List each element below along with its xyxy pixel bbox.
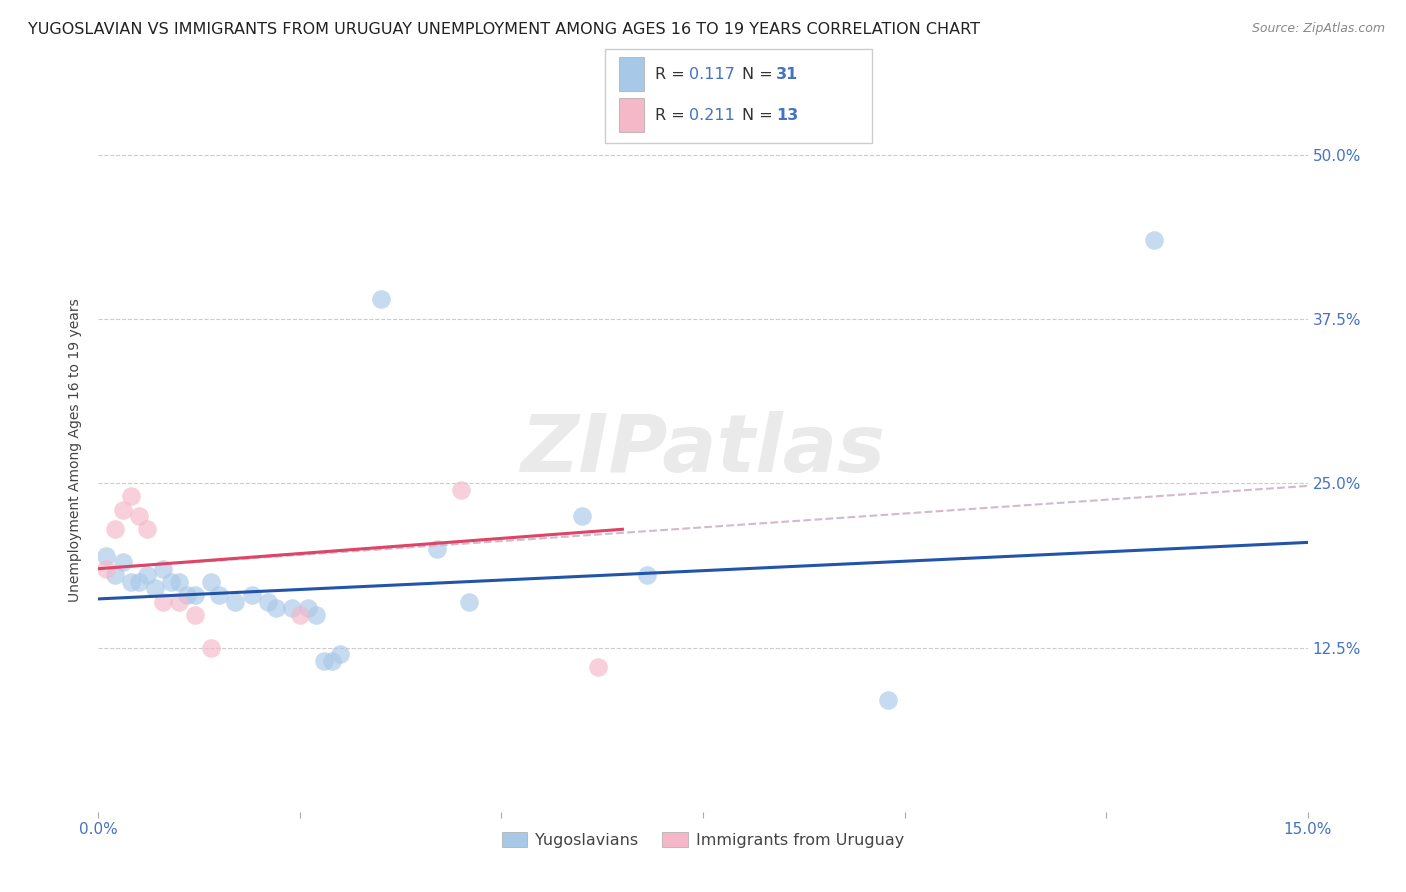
Point — [184, 588, 207, 602]
Point — [224, 594, 246, 608]
Point — [167, 574, 190, 589]
Point — [586, 660, 609, 674]
Point — [135, 568, 157, 582]
Point — [111, 555, 134, 569]
Point — [152, 594, 174, 608]
Point — [305, 607, 328, 622]
Point — [426, 541, 449, 556]
Point — [128, 574, 150, 589]
Point — [321, 654, 343, 668]
Point — [111, 502, 134, 516]
Point — [160, 574, 183, 589]
Point — [200, 574, 222, 589]
Point — [176, 588, 198, 602]
Text: R =: R = — [655, 67, 690, 81]
Point — [636, 568, 658, 582]
Point — [103, 568, 125, 582]
Text: R =: R = — [655, 108, 690, 122]
Text: 31: 31 — [776, 67, 799, 81]
Point — [167, 594, 190, 608]
Point — [143, 582, 166, 596]
Point — [256, 594, 278, 608]
Point — [135, 522, 157, 536]
Text: 0.211: 0.211 — [689, 108, 735, 122]
Text: 13: 13 — [776, 108, 799, 122]
Point — [96, 562, 118, 576]
Point — [314, 654, 336, 668]
Point — [152, 562, 174, 576]
Point — [96, 549, 118, 563]
Y-axis label: Unemployment Among Ages 16 to 19 years: Unemployment Among Ages 16 to 19 years — [69, 299, 83, 602]
Point — [281, 601, 304, 615]
Point — [184, 607, 207, 622]
Point — [200, 640, 222, 655]
Point — [458, 594, 481, 608]
Point — [103, 522, 125, 536]
Text: YUGOSLAVIAN VS IMMIGRANTS FROM URUGUAY UNEMPLOYMENT AMONG AGES 16 TO 19 YEARS CO: YUGOSLAVIAN VS IMMIGRANTS FROM URUGUAY U… — [28, 22, 980, 37]
Point — [208, 588, 231, 602]
Point — [128, 509, 150, 524]
Text: N =: N = — [742, 67, 779, 81]
Text: ZIPatlas: ZIPatlas — [520, 411, 886, 490]
Point — [288, 607, 311, 622]
Point — [450, 483, 472, 497]
Point — [297, 601, 319, 615]
Point — [329, 647, 352, 661]
Point — [120, 490, 142, 504]
Text: N =: N = — [742, 108, 779, 122]
Legend: Yugoslavians, Immigrants from Uruguay: Yugoslavians, Immigrants from Uruguay — [495, 825, 911, 855]
Point — [240, 588, 263, 602]
Point — [370, 293, 392, 307]
Point — [571, 509, 593, 524]
Text: Source: ZipAtlas.com: Source: ZipAtlas.com — [1251, 22, 1385, 36]
Text: 0.117: 0.117 — [689, 67, 735, 81]
Point — [264, 601, 287, 615]
Point — [877, 693, 900, 707]
Point — [1143, 233, 1166, 247]
Point — [120, 574, 142, 589]
